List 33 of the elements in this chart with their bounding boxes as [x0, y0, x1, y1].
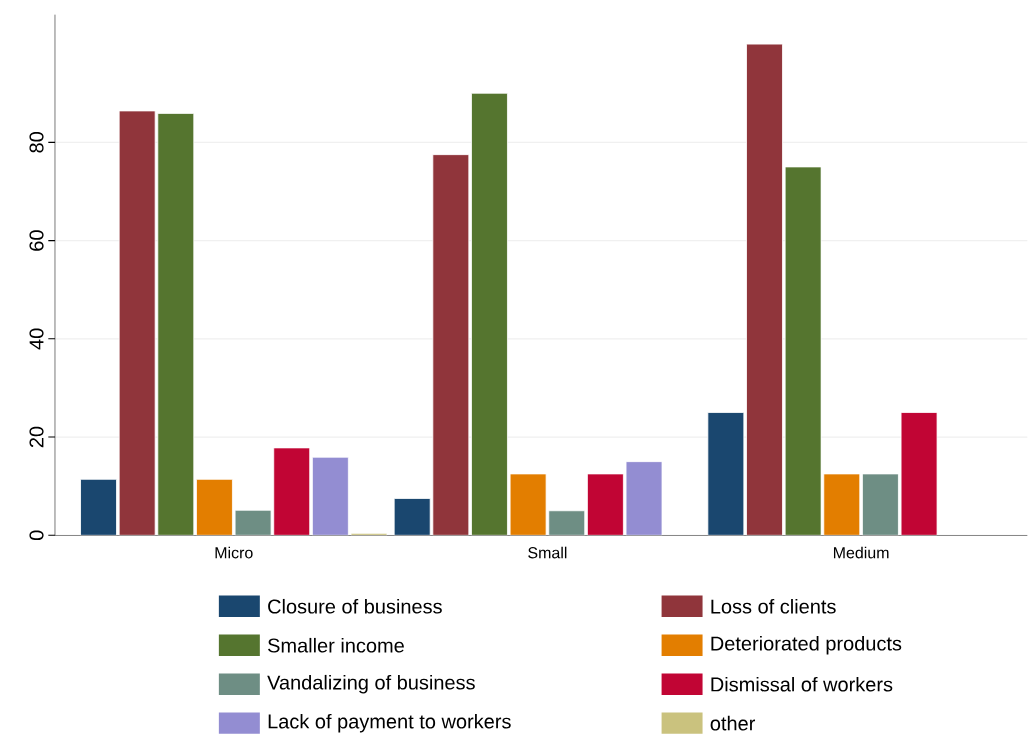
- y-tick-label: 60: [29, 230, 44, 251]
- bar: [157, 112, 195, 536]
- bar: [823, 473, 861, 536]
- y-tick-label: 0: [29, 530, 44, 541]
- bar: [196, 478, 233, 536]
- bar: [471, 92, 508, 536]
- x-tick-label: Medium: [833, 546, 889, 559]
- legend-label: Smaller income: [268, 637, 404, 653]
- legend-label: Loss of clients: [711, 598, 836, 614]
- bar: [118, 110, 156, 536]
- bar: [746, 43, 783, 536]
- bar: [80, 478, 117, 536]
- x-tick-label: Small: [528, 546, 567, 559]
- bar: [509, 473, 547, 536]
- bar: [707, 412, 745, 536]
- bar: [311, 456, 349, 536]
- bar: [862, 473, 899, 536]
- y-tick-label: 20: [29, 426, 44, 448]
- legend-label: other: [710, 715, 756, 731]
- x-tick-label: Micro: [215, 546, 253, 559]
- legend-label: Closure of business: [268, 598, 442, 614]
- legend-label: Deteriorated products: [711, 635, 902, 655]
- legend-label: Vandalizing of business: [267, 674, 475, 694]
- legend-label: Lack of payment to workers: [268, 713, 511, 733]
- bar: [548, 510, 586, 536]
- y-tick-label: 40: [29, 328, 44, 350]
- y-tick-label: 80: [29, 131, 44, 153]
- bar: [432, 154, 470, 536]
- bar: [234, 509, 272, 536]
- legend-label: Dismissal of workers: [711, 676, 893, 692]
- bar: [393, 497, 431, 536]
- bar: [625, 461, 663, 536]
- bar: [784, 166, 822, 536]
